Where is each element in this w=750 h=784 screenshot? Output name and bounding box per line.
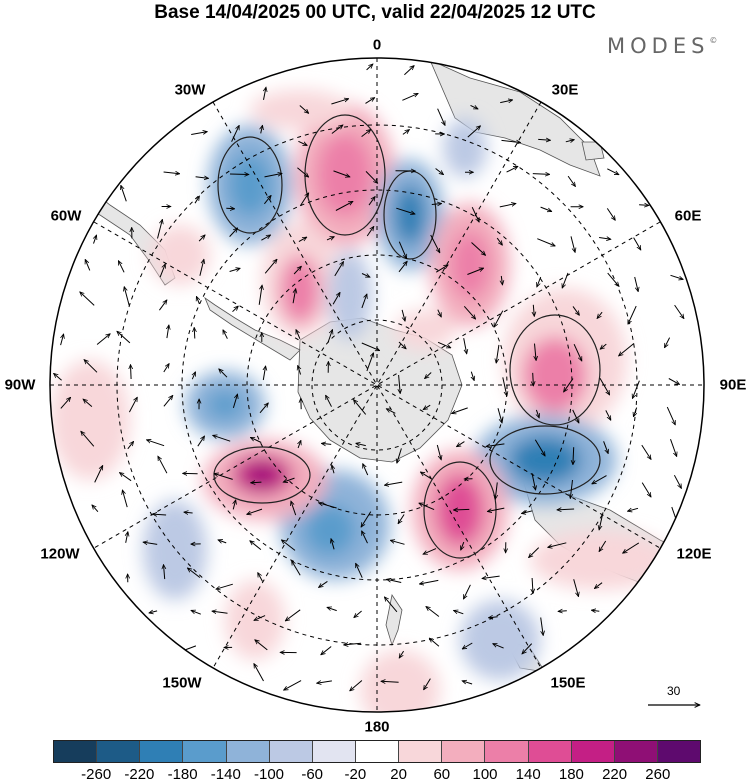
colorbar-swatch	[140, 741, 183, 762]
anomaly-blob	[460, 600, 540, 680]
colorbar-swatch	[356, 741, 399, 762]
colorbar-tick-label: 20	[390, 766, 407, 783]
wind-vector	[533, 373, 534, 386]
colorbar-tick-label: 260	[645, 766, 670, 783]
colorbar	[53, 740, 701, 763]
colorbar-swatch	[658, 741, 700, 762]
colorbar-tick-label: 60	[433, 766, 450, 783]
longitude-label-150w: 150W	[162, 675, 201, 692]
colorbar-swatch	[529, 741, 572, 762]
anomaly-blob	[530, 530, 670, 590]
colorbar-tick-label: 140	[516, 766, 541, 783]
colorbar-ticks: -260 -220 -180 -140 -100 -60 -20 20 60 100 140 180 2…	[53, 766, 701, 784]
anomaly-blob	[143, 500, 207, 600]
wind-vector	[131, 365, 132, 379]
longitude-label-180: 180	[364, 719, 389, 736]
colorbar-swatch	[485, 741, 528, 762]
longitude-label-150e: 150E	[550, 675, 585, 692]
wind-vector	[251, 482, 262, 483]
longitude-label-0: 0	[373, 37, 381, 54]
anomaly-blob	[394, 185, 426, 245]
longitude-label-120w: 120W	[40, 546, 79, 563]
anomaly-blob	[250, 466, 274, 484]
wind-vector	[194, 328, 195, 339]
colorbar-tick-label: -260	[81, 766, 111, 783]
reference-vector-label: 30	[667, 684, 680, 698]
colorbar-tick-label: -60	[301, 766, 323, 783]
longitude-label-120e: 120E	[676, 546, 711, 563]
colorbar-swatch	[270, 741, 313, 762]
colorbar-tick-label: -180	[168, 766, 198, 783]
indian-ocean-island-land	[582, 142, 604, 160]
anomaly-blob	[443, 118, 487, 178]
longitude-label-90e: 90E	[720, 377, 747, 394]
colorbar-tick-label: 220	[602, 766, 627, 783]
anomaly-blob	[50, 360, 130, 480]
anomaly-blob	[280, 256, 320, 324]
map-disc	[50, 58, 704, 730]
longitude-label-90w: 90W	[5, 377, 36, 394]
colorbar-tick-label: 100	[472, 766, 497, 783]
colorbar-swatch	[399, 741, 442, 762]
colorbar-swatch	[54, 741, 97, 762]
longitude-label-30e: 30E	[552, 82, 579, 99]
anomaly-blob	[328, 250, 372, 340]
wind-vector	[639, 205, 649, 206]
anomaly-blob	[509, 436, 581, 484]
colorbar-tick-label: -20	[345, 766, 367, 783]
wind-vector	[226, 208, 234, 209]
colorbar-swatch	[442, 741, 485, 762]
colorbar-swatch	[227, 741, 270, 762]
colorbar-tick-label: -100	[254, 766, 284, 783]
anomaly-blob	[250, 90, 350, 130]
colorbar-swatch	[183, 741, 226, 762]
wind-vector	[453, 509, 469, 510]
wind-vector	[558, 611, 567, 612]
anomaly-blob	[450, 231, 490, 299]
colorbar-tick-label: -220	[124, 766, 154, 783]
colorbar-swatch	[313, 741, 356, 762]
longitude-label-30w: 30W	[175, 82, 206, 99]
wind-vector	[230, 174, 249, 175]
colorbar-swatch	[615, 741, 658, 762]
longitude-label-60e: 60E	[675, 208, 702, 225]
anomaly-blob	[228, 153, 272, 217]
longitude-label-60w: 60W	[51, 208, 82, 225]
colorbar-tick-label: -140	[211, 766, 241, 783]
colorbar-swatch	[572, 741, 615, 762]
colorbar-tick-label: 180	[559, 766, 584, 783]
colorbar-swatch	[97, 741, 140, 762]
